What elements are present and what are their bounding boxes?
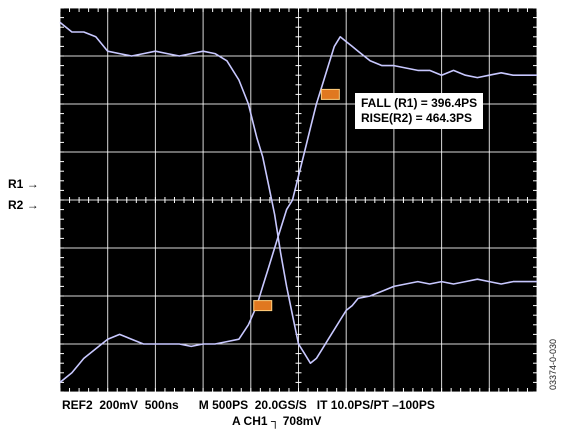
rise-time-readout: RISE(R2) = 464.3PS	[361, 111, 473, 125]
r2-label: R2	[8, 198, 24, 212]
cursor-marker-1	[320, 88, 340, 100]
r2-arrow-icon: →	[26, 198, 39, 212]
cursor-marker-2	[253, 300, 273, 312]
r1-marker: R1 →	[8, 177, 39, 191]
r1-arrow-icon: →	[26, 177, 39, 191]
measurement-cursors	[253, 88, 340, 312]
graticule-grid	[59, 7, 538, 393]
fall-time-readout: FALL (R1) = 396.4PS	[361, 96, 478, 110]
measurement-readout: FALL (R1) = 396.4PS RISE(R2) = 464.3PS	[355, 93, 484, 129]
scope-settings-line2: A CH1 ┐ 708mV	[232, 414, 322, 428]
waveform-trace-1	[59, 21, 537, 364]
scope-settings-line1: REF2 200mV 500ns M 500PS 20.0GS/S IT 10.…	[62, 398, 435, 412]
r1-label: R1	[8, 177, 24, 191]
figure-id: 03374-0-030	[548, 338, 558, 390]
waveform-traces	[59, 21, 537, 384]
waveform-trace-2	[59, 36, 537, 384]
r2-marker: R2 →	[8, 198, 39, 212]
